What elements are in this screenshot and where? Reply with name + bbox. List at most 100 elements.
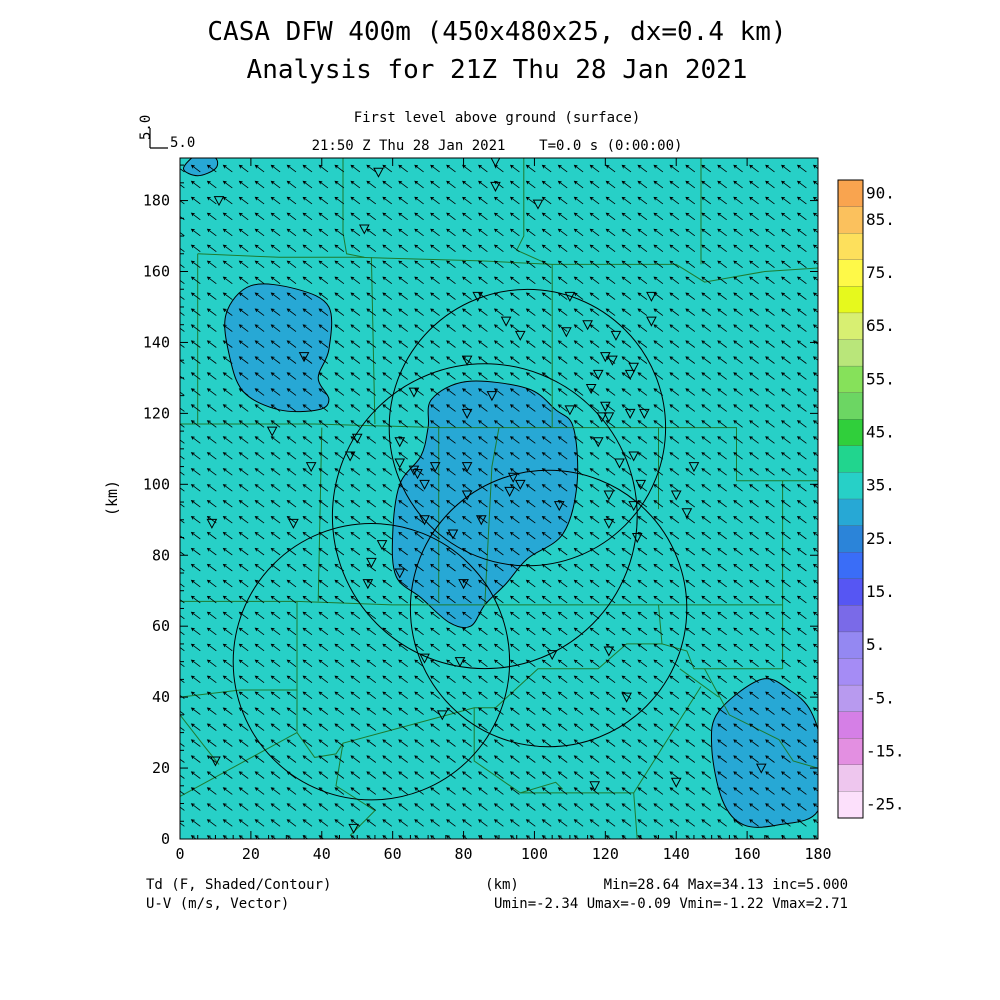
station-marker (592, 369, 604, 380)
station-marker (688, 462, 700, 473)
station-marker (755, 763, 767, 774)
station-marker (596, 412, 608, 423)
colorbar-label: -5. (866, 688, 895, 707)
colorbar-swatch (837, 605, 864, 633)
station-marker (447, 529, 459, 540)
station-marker (461, 490, 473, 501)
y-tick-label: 40 (152, 688, 170, 706)
reference-vector-label: 5.0 (170, 135, 195, 151)
station-marker (472, 291, 484, 302)
station-marker (461, 408, 473, 419)
colorbar-label: -15. (866, 742, 905, 761)
colorbar-swatch (837, 259, 864, 287)
colorbar-swatch (837, 472, 864, 500)
station-marker (210, 756, 221, 767)
boundary-line (180, 423, 818, 482)
station-marker (351, 433, 363, 444)
station-marker (348, 823, 360, 834)
colorbar-label: 90. (866, 183, 895, 202)
station-marker (475, 515, 487, 526)
station-marker (376, 540, 388, 551)
y-tick-label: 0 (161, 830, 170, 848)
shaded-region-northwest-patch (224, 283, 333, 413)
station-marker (288, 518, 299, 529)
wind-vector-field (180, 164, 818, 839)
station-marker (646, 291, 657, 302)
colorbar-swatch (837, 312, 864, 340)
station-marker (561, 327, 572, 338)
colorbar-label: 15. (866, 582, 895, 601)
colorbar-label: 65. (866, 316, 895, 335)
station-marker (419, 653, 430, 664)
colorbar-swatch (837, 711, 864, 739)
colorbar-swatch (837, 791, 864, 819)
station-marker (610, 330, 622, 341)
station-marker (461, 462, 473, 473)
colorbar-swatch (837, 206, 864, 234)
boundary-line (704, 668, 818, 769)
station-marker (681, 508, 693, 519)
colorbar-swatch (837, 525, 864, 553)
colorbar-swatch (837, 631, 864, 659)
colorbar-swatch (837, 658, 864, 686)
station-marker (553, 501, 565, 512)
colorbar-frame (837, 179, 864, 819)
vector-description: U-V (m/s, Vector) (146, 896, 289, 912)
y-axis: 0 20 40 60 80 100 120 140 160 180 (143, 164, 818, 848)
y-tick-label: 120 (143, 404, 170, 422)
colorbar-swatch (837, 738, 864, 766)
station-marker (624, 369, 636, 380)
station-markers (206, 158, 767, 834)
colorbar-swatch (837, 578, 864, 606)
station-marker (486, 391, 498, 402)
chart-subtitle-analysis: Analysis for 21Z Thu 28 Jan 2021 (247, 55, 748, 85)
colorbar-label: 25. (866, 529, 895, 548)
colorbar-swatch (837, 764, 864, 792)
station-marker (585, 384, 597, 395)
station-marker (614, 458, 625, 469)
colorbar-swatch (837, 286, 864, 314)
station-marker (628, 501, 640, 512)
colorbar-label: 35. (866, 476, 895, 495)
field-description: Td (F, Shaded/Contour) (146, 877, 331, 893)
shaded-region-corner-patch (182, 158, 219, 177)
reference-vector-axis-label: 5.0 (138, 115, 154, 140)
station-marker (564, 405, 576, 416)
y-tick-label: 140 (143, 333, 170, 351)
boundary-line (520, 781, 564, 794)
station-marker (600, 401, 611, 412)
station-marker (603, 646, 615, 657)
station-marker (670, 777, 682, 788)
colorbar-swatch (837, 179, 864, 208)
station-marker (419, 515, 430, 526)
boundary-line (317, 427, 323, 602)
colorbar-label: -25. (866, 795, 905, 814)
station-marker (631, 533, 643, 544)
boundary-line (633, 792, 638, 839)
station-marker (298, 352, 310, 363)
boundary-line (516, 158, 549, 265)
station-marker (514, 479, 526, 490)
boundary-line (335, 743, 376, 836)
reference-vector: 5.0 5.0 (138, 115, 195, 151)
colorbar-swatch (837, 339, 864, 367)
y-tick-label: 80 (152, 546, 170, 564)
field-stats: Min=28.64 Max=34.13 inc=5.000 (604, 877, 848, 893)
station-marker (206, 518, 218, 529)
colorbar-label: 75. (866, 263, 895, 282)
x-tick-label: 120 (592, 845, 619, 863)
x-tick-label: 40 (313, 845, 331, 863)
radar-ring (331, 363, 638, 670)
station-marker (429, 462, 441, 473)
station-marker (500, 316, 512, 327)
station-marker (621, 692, 632, 703)
station-marker (266, 426, 278, 437)
colorbar-label: 55. (866, 369, 895, 388)
station-marker (628, 362, 640, 373)
colorbar-label: 5. (866, 635, 885, 654)
station-marker (394, 437, 406, 448)
radar-ring (232, 523, 511, 801)
station-marker (603, 412, 615, 423)
boundary-line (473, 686, 702, 794)
